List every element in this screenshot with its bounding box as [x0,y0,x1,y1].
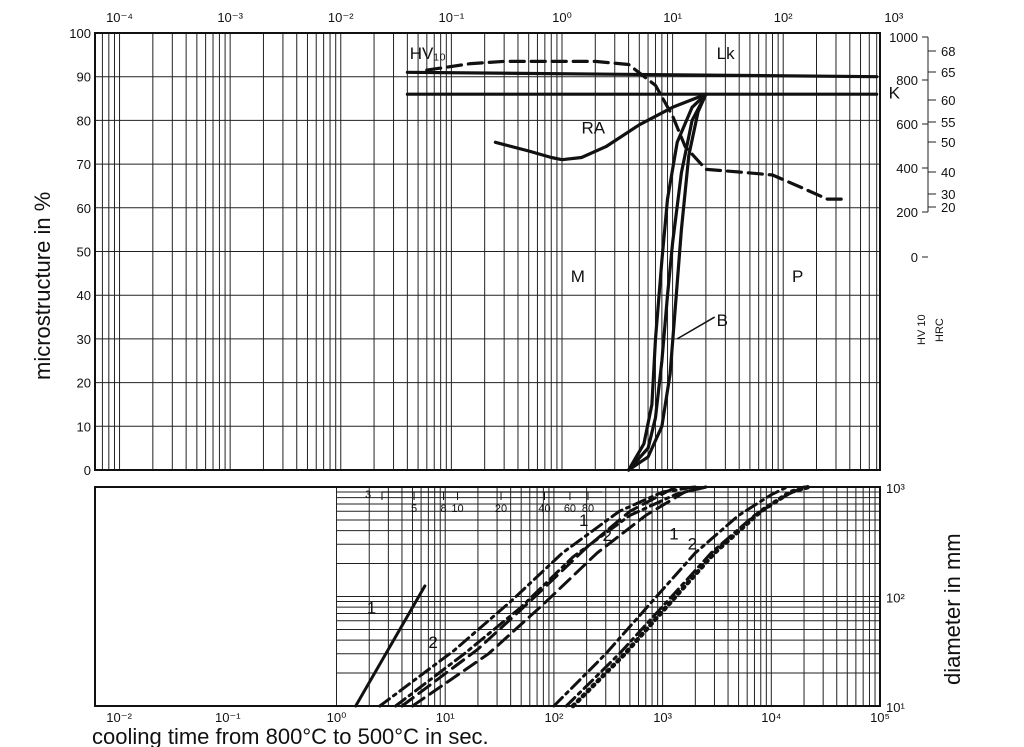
lower-x-tick-label: 10³ [653,710,672,725]
lower-grid [94,486,881,707]
inset-tick-label: 20 [495,503,507,515]
hardness-label-bottom: HRC [934,318,946,342]
upper-series-curve-6 [626,92,708,472]
region-label-k: K [889,84,901,103]
upper-y-tick-label: 30 [77,332,91,347]
region-label-hv10: HV₁₀ [410,44,446,63]
upper-series-b [626,92,708,472]
b-leader-line [676,316,716,340]
hv-tick-label: 600 [896,117,918,132]
inset-tick-label: 60 [564,503,576,515]
curve-label: 2 [428,633,437,652]
upper-series-hv [425,59,846,201]
upper-x-tick-label: 10⁻¹ [439,10,465,25]
curve-label: 1 [579,511,588,530]
lower-x-tick-label: 10⁻² [106,710,132,725]
hrc-tick-label: 50 [941,135,955,150]
upper-x-tick-label: 10¹ [663,10,682,25]
upper-series-ra [493,92,708,162]
upper-y-tick-label: 20 [77,376,91,391]
hv-tick-label: 1000 [889,30,918,45]
lower-series-5 [552,485,789,708]
hv-tick-label: 0 [911,250,918,265]
region-label-p: P [792,267,803,286]
upper-ylabel: microstructure in % [30,192,55,380]
lower-series-4 [394,485,708,708]
upper-y-tick-label: 100 [69,26,91,41]
upper-y-tick-label: 0 [84,463,91,478]
lower-x-tick-label: 10⁵ [870,710,890,725]
lower-x-tick-label: 10¹ [436,710,455,725]
series-layer [354,59,879,709]
lower-series-7 [570,484,811,709]
upper-y-tick-label: 10 [77,419,91,434]
hv-tick-label: 400 [896,161,918,176]
lower-ylabel: diameter in mm [940,533,965,685]
upper-x-tick-label: 10⁻³ [217,10,243,25]
curve-label: 2 [603,526,612,545]
hrc-tick-label: 40 [941,165,955,180]
lower-series-3 [378,485,697,708]
region-label-ra: RA [581,119,605,138]
upper-x-tick-label: 10⁻⁴ [106,10,133,25]
upper-frame [94,32,881,471]
lower-y-tick-label: 10² [886,591,905,606]
lower-y-tick-label: 10¹ [886,700,905,715]
lower-x-tick-label: 10² [545,710,564,725]
upper-y-tick-label: 50 [77,245,91,260]
hrc-tick-label: 68 [941,44,955,59]
curve-label: 1 [367,598,376,617]
lower-y-tick-label: 10³ [886,481,905,496]
upper-x-tick-label: 10² [774,10,793,25]
hrc-tick-label: 60 [941,93,955,108]
inset-tick-label: 10 [451,503,463,515]
upper-y-tick-label: 60 [77,201,91,216]
inset-tick-label: 40 [538,503,550,515]
lower-xlabel: cooling time from 800°C to 500°C in sec. [92,724,489,747]
region-label-m: M [571,267,585,286]
lower-series-0 [354,584,427,708]
lower-frame [94,486,881,707]
curve-label: 2 [688,534,697,553]
hrc-tick-label: 55 [941,115,955,130]
curve-label: 1 [669,525,678,544]
upper-y-tick-label: 90 [77,70,91,85]
hardness-label-top: HV 10 [916,314,928,345]
hv-tick-label: 200 [896,205,918,220]
lower-x-tick-label: 10⁰ [327,710,347,725]
region-label-lk: Lk [717,44,735,63]
inset-tick-label: 8 [440,503,446,515]
hrc-tick-label: 65 [941,65,955,80]
upper-y-tick-label: 80 [77,113,91,128]
lower-series-1 [400,485,697,708]
upper-x-tick-label: 10³ [884,10,903,25]
upper-x-tick-label: 10⁰ [552,10,572,25]
upper-y-tick-label: 70 [77,157,91,172]
inset-tick-label: 3 [365,489,371,501]
hv-tick-label: 800 [896,73,918,88]
upper-series-curve-5 [626,92,708,472]
upper-y-tick-label: 40 [77,288,91,303]
hrc-tick-label: 20 [941,200,955,215]
lower-x-tick-label: 10⁻¹ [215,710,241,725]
labels-layer: microstructure in % diameter in mm cooli… [30,10,965,747]
upper-x-tick-label: 10⁻² [328,10,354,25]
upper-grid [94,32,936,471]
region-label-b: B [717,311,728,330]
lower-x-tick-label: 10⁴ [761,710,781,725]
inset-tick-label: 5 [411,503,417,515]
inset-tick-label: 80 [582,503,594,515]
hrc-tick-label: 30 [941,187,955,202]
